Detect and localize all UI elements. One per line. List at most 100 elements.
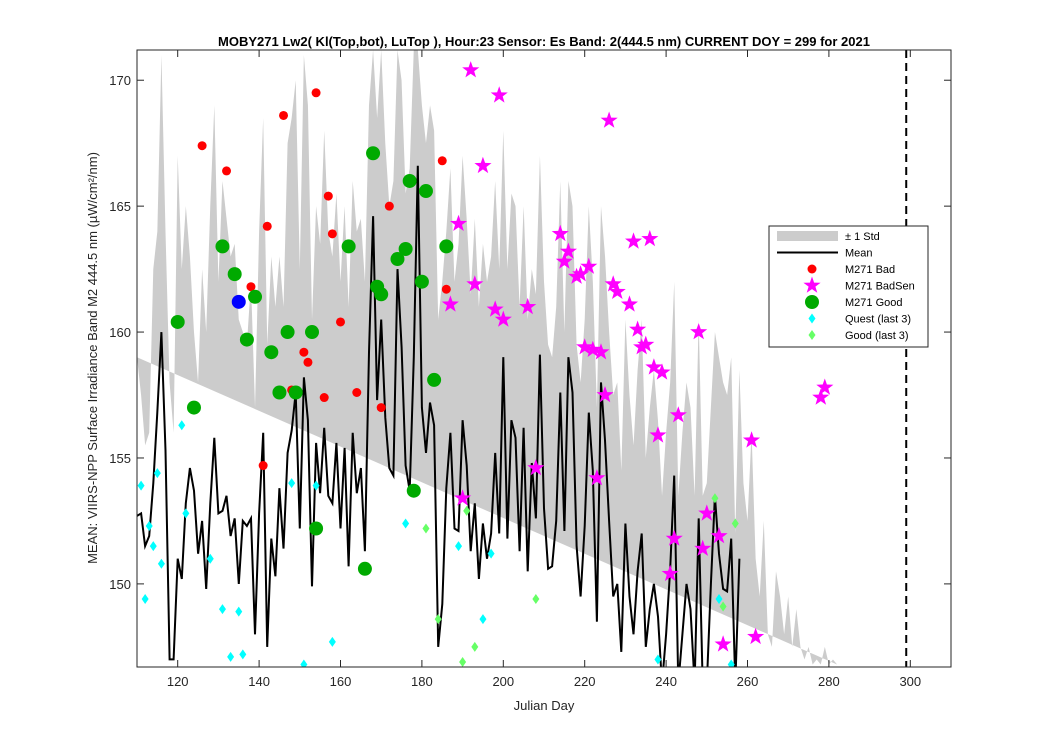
quest-point: [227, 651, 235, 662]
x-tick-label: 200: [492, 674, 514, 689]
bad-point: [336, 317, 345, 327]
std-band-layer: [137, 50, 838, 665]
badsen-point: [665, 529, 683, 546]
good-point: [402, 173, 417, 188]
badsen-point: [462, 61, 480, 78]
mean-line: [137, 165, 741, 667]
bad-point: [222, 166, 232, 176]
badsen-point: [441, 295, 459, 312]
y-tick-label: 160: [109, 325, 131, 340]
y-tick-label: 170: [109, 73, 131, 88]
good-point: [215, 239, 230, 254]
quest-point: [182, 508, 190, 519]
badsen-point: [474, 156, 492, 174]
badsen-point: [576, 338, 594, 355]
good-point: [398, 241, 413, 256]
quest-point: [157, 558, 165, 569]
badsen-point: [633, 338, 651, 355]
good-point: [309, 521, 324, 536]
good-point: [341, 239, 356, 254]
quest-point: [328, 636, 336, 647]
legend-good-swatch: [805, 295, 819, 309]
x-tick-label: 260: [737, 674, 759, 689]
bad-point: [441, 284, 451, 294]
good-point: [186, 400, 201, 415]
good-point: [248, 289, 263, 304]
good-last3-point: [471, 641, 479, 652]
good-point: [427, 372, 442, 387]
badsen-point: [551, 224, 569, 242]
good-last3-point: [459, 656, 467, 667]
good-point: [366, 146, 381, 161]
good-point: [288, 385, 303, 400]
badsen-point: [490, 86, 508, 103]
badsen-point: [559, 242, 577, 259]
badsen-point: [584, 340, 602, 357]
plot-frame: [136, 49, 952, 668]
badsen-point: [637, 335, 655, 352]
quest-point: [137, 480, 145, 491]
good-point: [305, 325, 320, 340]
badsen-point: [649, 426, 667, 443]
badsen-point: [645, 358, 663, 375]
legend-quest-swatch: [808, 313, 816, 324]
badsen-point: [592, 343, 610, 360]
good-point: [439, 239, 454, 254]
badsen-point: [600, 111, 618, 128]
badsen-point: [661, 564, 679, 582]
badsen-point: [620, 295, 638, 312]
x-tick-label: 180: [411, 674, 433, 689]
bad-point: [376, 403, 386, 413]
legend-bad-swatch: [807, 264, 817, 274]
x-tick-label: 300: [899, 674, 921, 689]
quest-point: [141, 594, 149, 605]
axis-ticks: 120 140 160 180 200 220 240 260 280 300 150 155 160 1…: [109, 50, 951, 689]
x-tick-label: 140: [248, 674, 270, 689]
legend-label: M271 BadSen: [845, 281, 915, 293]
legend-label: Mean: [845, 248, 873, 260]
badsen-point: [486, 300, 504, 317]
legend-std-swatch: [777, 231, 838, 241]
quest-point: [206, 553, 214, 564]
legend-label: Quest (last 3): [845, 314, 911, 326]
mean-line-layer: [137, 165, 741, 667]
legend-label: Good (last 3): [845, 330, 909, 342]
x-tick-label: 240: [655, 674, 677, 689]
badsen-point: [694, 539, 712, 556]
legend-badsen-swatch: [803, 276, 821, 293]
good-last3-point: [434, 614, 442, 625]
good-point: [170, 314, 185, 329]
legend-label: ± 1 Std: [845, 231, 880, 243]
bad-point: [279, 110, 289, 120]
badsen-point: [466, 275, 484, 292]
good-point: [227, 267, 242, 282]
bad-point: [437, 156, 447, 166]
badsen-point: [743, 431, 761, 448]
quest-point: [288, 478, 296, 489]
quest-point: [727, 659, 735, 667]
good-point: [406, 483, 421, 498]
good-point: [414, 274, 429, 289]
x-tick-label: 220: [574, 674, 596, 689]
y-axis-title: MEAN: VIIRS-NPP Surface Irradiance Band …: [85, 152, 100, 564]
quest-point: [654, 654, 662, 665]
bad-point: [246, 282, 256, 292]
good-point: [390, 252, 405, 267]
std-band: [137, 50, 838, 665]
bad-point: [327, 229, 337, 239]
y-tick-label: 150: [109, 577, 131, 592]
legend-good-last3-swatch: [808, 330, 816, 340]
badsen-point: [690, 323, 708, 340]
bad-point: [319, 393, 329, 403]
badsen-point: [710, 527, 728, 544]
x-axis-title: Julian Day: [514, 698, 575, 713]
badsen-point: [580, 257, 598, 274]
x-tick-label: 120: [167, 674, 189, 689]
markers-layer: [137, 61, 834, 667]
badsen-point: [608, 282, 626, 299]
good-point: [357, 561, 372, 576]
quest-point: [178, 420, 186, 431]
quest-point: [487, 548, 495, 559]
badsen-point: [629, 320, 647, 337]
